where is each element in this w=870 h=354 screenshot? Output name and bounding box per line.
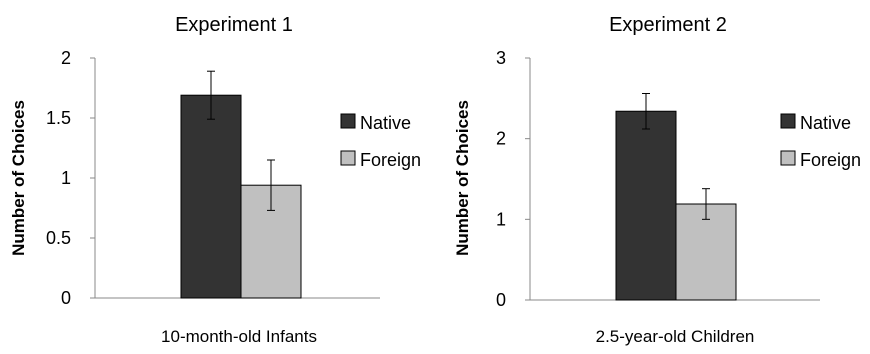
y-tick-label: 1 xyxy=(61,168,71,188)
legend-swatch-native xyxy=(340,113,356,129)
legend-label-native: Native xyxy=(800,113,851,133)
legend-swatch-native xyxy=(780,113,796,129)
y-axis-label: Number of Choices xyxy=(9,100,28,256)
error-bar-native xyxy=(207,70,215,120)
legend-label-foreign: Foreign xyxy=(360,150,421,170)
bar-native xyxy=(180,94,242,299)
y-tick-label: 1 xyxy=(496,209,506,229)
legend-label-foreign: Foreign xyxy=(800,150,861,170)
error-bar-foreign xyxy=(702,188,710,220)
x-axis-label: 2.5-year-old Children xyxy=(596,327,755,346)
chart-experiment-1: Experiment 1 Number of Choices 10-month-… xyxy=(9,14,421,346)
chart-title: Experiment 1 xyxy=(175,14,293,36)
y-tick-label: 0 xyxy=(496,290,506,310)
x-axis-label: 10-month-old Infants xyxy=(161,327,317,346)
chart-experiment-2: Experiment 2 Number of Choices 2.5-year-… xyxy=(453,14,861,346)
bar-native xyxy=(615,110,677,301)
legend-swatch-foreign xyxy=(340,150,356,166)
error-bar-native xyxy=(642,92,650,130)
y-tick-label: 0 xyxy=(61,288,71,308)
legend-label-native: Native xyxy=(360,113,411,133)
y-tick-label: 0.5 xyxy=(46,228,71,248)
bar-foreign xyxy=(675,203,737,301)
y-tick-label: 2 xyxy=(496,129,506,149)
y-tick-label: 3 xyxy=(496,48,506,68)
error-bar-foreign xyxy=(267,159,275,211)
legend-swatch-foreign xyxy=(780,150,796,166)
y-tick-label: 2 xyxy=(61,48,71,68)
y-tick-label: 1.5 xyxy=(46,108,71,128)
chart-title: Experiment 2 xyxy=(609,14,727,36)
y-axis-label: Number of Choices xyxy=(453,100,472,256)
